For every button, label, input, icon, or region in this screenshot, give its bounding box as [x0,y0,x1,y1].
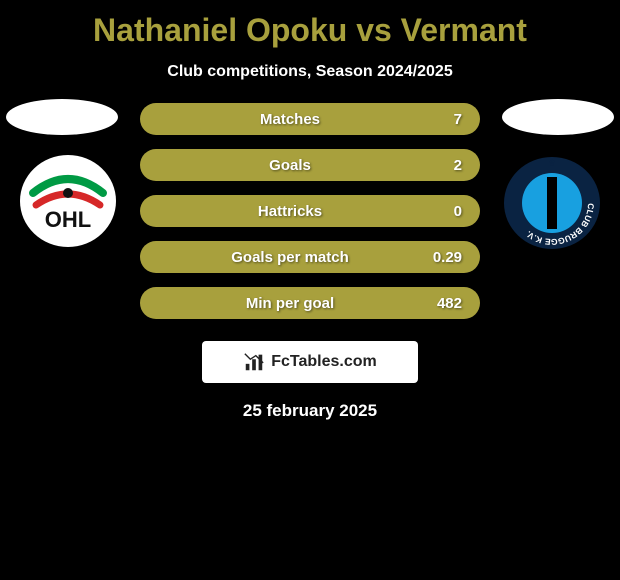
stat-value: 2 [422,157,462,174]
snapshot-date: 25 february 2025 [0,401,620,421]
ohl-logo-icon: OHL [18,153,118,249]
fctables-label: FcTables.com [271,353,377,371]
stat-label: Hattricks [258,203,322,220]
stat-bar: Min per goal 482 [140,287,480,319]
stat-bars: Matches 7 Goals 2 Hattricks 0 Goals per … [140,103,480,319]
svg-text:♛: ♛ [548,158,556,168]
club-brugge-logo-icon: CLUB BRUGGE K.V. ♛ [502,153,602,249]
player-left-ellipse [6,99,118,135]
stat-label: Goals per match [231,249,349,266]
player-right-ellipse [502,99,614,135]
fctables-watermark: FcTables.com [202,341,418,383]
stat-bar: Hattricks 0 [140,195,480,227]
stat-label: Matches [260,111,320,128]
bar-chart-icon [243,351,265,373]
stat-value: 0 [422,203,462,220]
svg-text:OHL: OHL [45,207,91,232]
stat-bar: Goals 2 [140,149,480,181]
stat-value: 482 [422,295,462,312]
left-club-logo: OHL [18,153,118,249]
stat-value: 0.29 [422,249,462,266]
stat-bar: Goals per match 0.29 [140,241,480,273]
right-club-logo: CLUB BRUGGE K.V. ♛ [502,153,602,249]
stat-value: 7 [422,111,462,128]
competition-subtitle: Club competitions, Season 2024/2025 [0,63,620,81]
page-title: Nathaniel Opoku vs Vermant [0,0,620,49]
comparison-content: OHL CLUB BRUGGE K.V. ♛ Matches 7 Goals 2 [0,103,620,421]
stat-bar: Matches 7 [140,103,480,135]
stat-label: Goals [269,157,311,174]
stat-label: Min per goal [246,295,334,312]
